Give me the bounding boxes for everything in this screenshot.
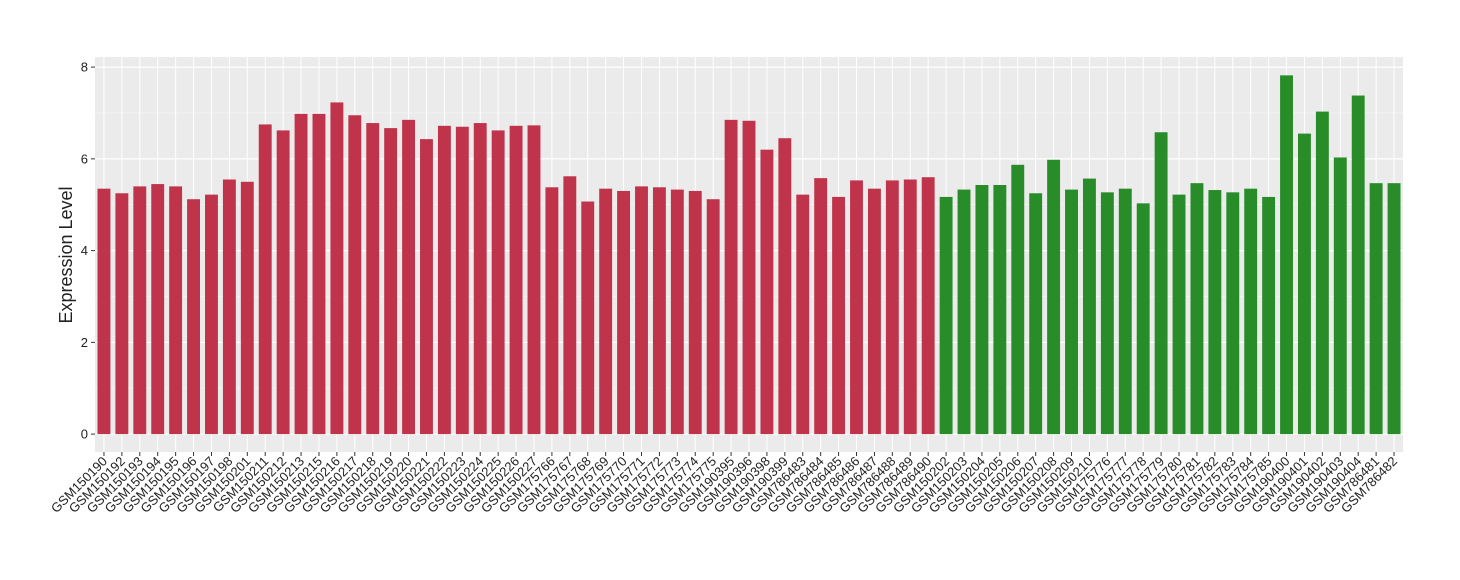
bar <box>258 124 272 435</box>
bar <box>455 126 469 435</box>
bar <box>921 177 935 435</box>
bar <box>151 184 165 435</box>
bar <box>850 180 863 435</box>
bar <box>1154 132 1168 435</box>
bar <box>240 181 254 435</box>
bar <box>581 201 595 435</box>
bar <box>635 186 648 435</box>
bar <box>1226 192 1240 435</box>
bar <box>1369 183 1383 435</box>
bar <box>1262 196 1276 435</box>
bar <box>366 123 380 435</box>
bar <box>1208 190 1222 435</box>
bar <box>330 102 344 435</box>
bar <box>1244 188 1258 435</box>
bar <box>1190 183 1204 435</box>
bar <box>527 125 541 435</box>
bar <box>670 189 684 435</box>
bar <box>169 186 183 435</box>
bar <box>133 186 147 435</box>
bar <box>348 115 362 435</box>
bar <box>742 120 756 435</box>
bar <box>706 199 720 435</box>
bar <box>1118 188 1132 435</box>
bar <box>832 196 846 435</box>
y-tick-label: 8 <box>81 60 88 75</box>
bar <box>276 130 290 435</box>
y-tick-label: 0 <box>81 427 88 442</box>
bar <box>491 130 505 435</box>
y-tick-label: 2 <box>81 335 88 350</box>
bar <box>885 180 899 435</box>
bar <box>187 199 200 435</box>
bar <box>222 179 236 435</box>
bar <box>420 139 433 435</box>
bar <box>778 138 792 435</box>
bar <box>652 187 666 435</box>
bar <box>1100 192 1114 435</box>
bar <box>437 125 451 435</box>
bar <box>205 194 218 435</box>
bar <box>563 176 577 435</box>
bar <box>1172 194 1186 435</box>
y-tick-label: 4 <box>81 243 88 258</box>
bar <box>975 184 989 435</box>
bar <box>939 196 953 435</box>
bar <box>1082 178 1096 435</box>
bar <box>993 184 1007 435</box>
bar <box>1065 189 1078 435</box>
bar <box>760 149 774 435</box>
bar <box>617 190 631 435</box>
bar <box>384 128 398 435</box>
bar <box>1136 203 1150 435</box>
bar <box>814 178 828 435</box>
bar <box>1298 133 1311 435</box>
bar <box>97 188 111 435</box>
bar <box>402 119 416 435</box>
bar <box>509 125 523 435</box>
y-axis-title: Expression Level <box>56 186 76 323</box>
y-tick-label: 6 <box>81 151 88 166</box>
bar <box>1333 157 1347 435</box>
bar <box>903 179 917 435</box>
bar <box>1011 164 1025 435</box>
bar <box>724 119 738 435</box>
bar <box>545 187 559 435</box>
bar <box>294 113 308 435</box>
bar <box>796 194 810 435</box>
bar <box>312 113 326 435</box>
bar <box>1315 111 1329 435</box>
bar <box>957 189 971 435</box>
bar <box>688 190 702 435</box>
bar <box>867 188 881 435</box>
bar <box>115 193 129 435</box>
bar <box>1387 183 1401 435</box>
bar <box>473 123 487 435</box>
bar <box>1351 95 1365 435</box>
bar <box>1280 75 1293 435</box>
bar <box>1029 193 1043 435</box>
bar <box>1047 159 1061 435</box>
bar <box>599 188 613 435</box>
